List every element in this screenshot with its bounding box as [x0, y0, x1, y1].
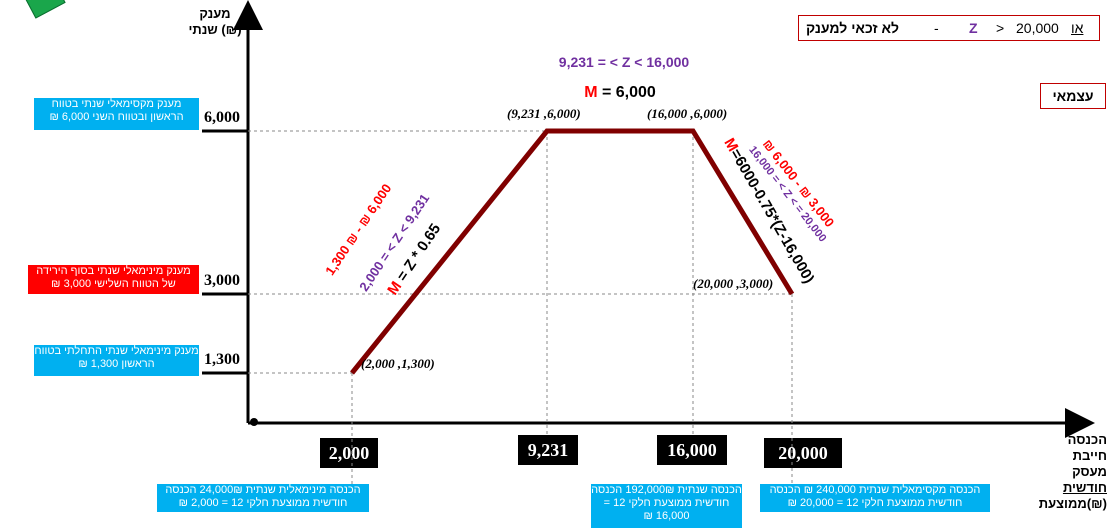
point-label: (16,000 ,6,000)	[647, 106, 727, 121]
x-box-max-text: הכנסה מקסימאלית שנתית 240,000 ₪ הכנסה חו…	[769, 484, 981, 509]
x-axis-title-line2-b: חודשית	[1062, 480, 1107, 495]
rule-box-z: Z	[969, 20, 978, 36]
x-tick-box: 16,000	[657, 435, 727, 465]
middle-formula-m: M	[584, 84, 597, 101]
origin-dot	[250, 418, 258, 426]
x-tick-label: 2,000	[328, 443, 370, 463]
rule-box-or: או	[1071, 20, 1084, 36]
rule-box: לא זכאי למענק - Z > 20,000 או	[798, 15, 1100, 41]
x-axis-title-line2-a: מעסק	[1072, 464, 1107, 479]
middle-formula-rest: = 6,000	[598, 84, 656, 101]
point-label: (2,000 ,1,300)	[361, 356, 435, 371]
rule-box-text: לא זכאי למענק	[806, 20, 900, 36]
x-tick-label: 20,000	[778, 443, 828, 463]
middle-range-text: 9,231 = < Z < 16,000	[559, 54, 690, 70]
middle-formula: M = 6,000	[584, 84, 656, 101]
x-tick-box: 2,000	[320, 438, 378, 468]
y-tick-label: 6,000	[204, 109, 240, 126]
y-box-min-end-text: מענק מינימאלי שנתי בסוף הירידה של הטווח …	[36, 265, 191, 290]
point-label: (20,000 ,3,000)	[693, 276, 773, 291]
rule-box-gt: >	[996, 20, 1005, 36]
x-box-min-text: הכנסה מינימאלית שנתית 24,000₪ הכנסה חודש…	[165, 484, 361, 509]
x-axis-title-line3: ממוצעת(₪)	[1038, 496, 1107, 511]
rule-box-dash: -	[934, 20, 939, 36]
y-box-max-text: מענק מקסימאלי שנתי בטווח הראשון ובטווח ה…	[49, 98, 184, 123]
point-label: (9,231 ,6,000)	[507, 106, 581, 121]
y-box-min-start: מענק מינימאלי שנתי התחלתי בטווח הראשון 1…	[34, 345, 199, 376]
y-box-min-end: מענק מינימאלי שנתי בסוף הירידה של הטווח …	[28, 265, 199, 294]
y-tick-label: 1,300	[204, 351, 240, 368]
x-box-mid-text: הכנסה שנתית 192,000₪ הכנסה חודשית ממוצעת…	[591, 484, 742, 522]
x-tick-label: 16,000	[667, 440, 717, 460]
y-box-min-start-text: מענק מינימאלי שנתי התחלתי בטווח הראשון 1…	[34, 345, 199, 370]
self-employed-label: עצמאי	[1052, 88, 1094, 104]
y-tick-label: 3,000	[204, 272, 240, 289]
x-axis-title-line2: מעסק חודשית	[1030, 464, 1107, 496]
rule-box-value: 20,000	[1016, 20, 1059, 36]
y-axis-title-line1: מענק	[199, 6, 231, 21]
x-tick-label: 9,231	[527, 440, 569, 460]
x-tick-box: 9,231	[518, 435, 578, 465]
x-box-min: הכנסה מינימאלית שנתית 24,000₪ הכנסה חודש…	[157, 484, 369, 512]
x-box-max: הכנסה מקסימאלית שנתית 240,000 ₪ הכנסה חו…	[760, 484, 990, 512]
x-tick-box: 20,000	[764, 438, 842, 468]
grant-line	[350, 128, 795, 375]
self-employed-box: עצמאי	[1040, 83, 1106, 109]
x-box-mid: הכנסה שנתית 192,000₪ הכנסה חודשית ממוצעת…	[591, 484, 742, 528]
y-box-max: מענק מקסימאלי שנתי בטווח הראשון ובטווח ה…	[34, 98, 199, 130]
